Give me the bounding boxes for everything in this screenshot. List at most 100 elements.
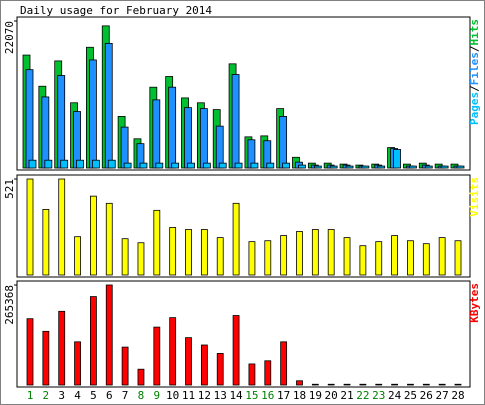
x-tick-label: 1 — [27, 389, 34, 402]
x-tick-label: 25 — [404, 389, 417, 402]
bar — [123, 162, 132, 169]
legend-entry: Visits — [468, 177, 481, 217]
bar — [215, 125, 224, 169]
bar — [343, 383, 351, 386]
bar — [42, 330, 50, 386]
bar — [120, 126, 129, 169]
bar — [424, 165, 433, 169]
bar — [393, 149, 401, 169]
bar — [232, 315, 240, 386]
separator: / — [468, 45, 481, 52]
bar — [58, 178, 66, 276]
bar — [187, 162, 195, 169]
bar — [407, 383, 414, 386]
plot-area — [16, 174, 471, 278]
bar — [311, 229, 319, 276]
bar — [282, 162, 291, 169]
bar — [343, 237, 351, 276]
bar — [311, 383, 319, 386]
bar — [44, 159, 53, 169]
bar — [345, 165, 354, 169]
x-tick-label: 20 — [325, 389, 338, 402]
bar — [231, 74, 240, 169]
bar — [168, 86, 177, 169]
bar — [58, 310, 66, 386]
bar — [407, 240, 414, 276]
bar — [184, 107, 192, 169]
x-tick-label: 21 — [340, 389, 353, 402]
y-tick-label: 265368 — [3, 285, 16, 325]
bar — [327, 229, 335, 276]
bar — [248, 241, 256, 276]
x-tick-label: 18 — [293, 389, 306, 402]
legend-entry: Pages — [468, 92, 481, 125]
bar — [90, 195, 97, 276]
x-tick-label: 10 — [166, 389, 179, 402]
plot-area — [16, 16, 471, 171]
bar — [264, 360, 272, 386]
bar — [202, 162, 211, 169]
bar — [185, 337, 192, 386]
bar — [60, 159, 69, 169]
bar — [107, 159, 116, 169]
y-tick-label: 22070 — [3, 21, 16, 54]
bar — [121, 346, 129, 386]
bar — [169, 317, 177, 386]
bar — [280, 341, 288, 386]
bar — [218, 162, 227, 169]
bar — [266, 162, 275, 169]
x-tick-label: 11 — [182, 389, 195, 402]
bar — [375, 383, 383, 386]
bar — [280, 235, 288, 276]
x-tick-label: 9 — [154, 389, 161, 402]
bar — [139, 162, 148, 169]
x-tick-label: 5 — [90, 389, 97, 402]
x-tick-label: 23 — [372, 389, 385, 402]
bar — [359, 383, 367, 386]
bar — [25, 69, 34, 169]
bar — [171, 162, 180, 169]
bar — [329, 165, 338, 169]
x-tick-label: 19 — [309, 389, 322, 402]
bar — [200, 229, 208, 276]
bar — [92, 159, 100, 169]
separator: / — [468, 85, 481, 92]
bar — [28, 159, 37, 169]
bar — [234, 162, 243, 169]
bar — [327, 383, 335, 386]
bar — [121, 238, 129, 276]
bar — [137, 368, 145, 386]
bar — [74, 341, 81, 386]
bar — [359, 245, 367, 276]
legend-entry: KBytes — [468, 283, 481, 323]
bar — [152, 99, 161, 169]
x-tick-label: 22 — [356, 389, 369, 402]
bar — [104, 42, 113, 169]
bar — [438, 237, 446, 276]
bar — [375, 241, 383, 276]
bar — [391, 235, 398, 276]
bar — [216, 353, 224, 386]
bar — [296, 231, 303, 276]
x-tick-label: 12 — [198, 389, 211, 402]
legend-entry: Files — [468, 52, 481, 85]
bar — [422, 243, 430, 276]
bar — [361, 165, 370, 169]
bar — [73, 111, 81, 169]
bar — [279, 116, 288, 169]
x-tick-label: 8 — [138, 389, 145, 402]
bar — [89, 59, 97, 169]
bar — [391, 383, 398, 386]
bar — [57, 75, 66, 169]
bar — [422, 383, 430, 386]
bar — [438, 383, 446, 386]
bar — [456, 165, 465, 169]
bar — [42, 209, 50, 276]
bar — [409, 165, 417, 169]
y-tick-label: 521 — [3, 179, 16, 199]
bar — [199, 108, 208, 169]
bar — [105, 202, 113, 276]
bar — [76, 159, 84, 169]
bar — [153, 326, 161, 386]
